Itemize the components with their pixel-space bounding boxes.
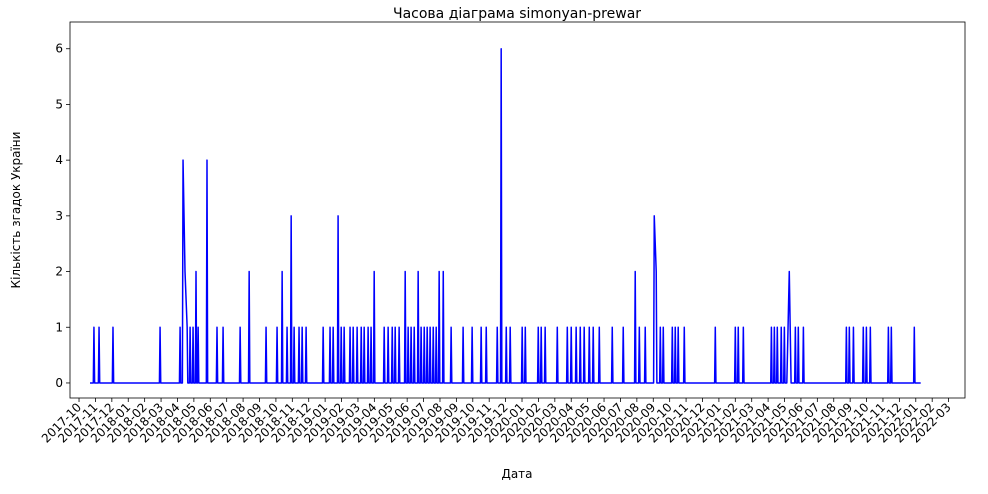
y-tick-label: 4 — [55, 153, 63, 167]
chart-title: Часова діаграма simonyan-prewar — [393, 6, 641, 22]
plot-frame — [69, 21, 966, 399]
y-tick-label: 3 — [55, 209, 63, 223]
y-tick-label: 5 — [55, 97, 63, 111]
data-line — [90, 47, 921, 384]
y-tick-label: 6 — [55, 42, 63, 56]
x-axis-label: Дата — [501, 467, 532, 481]
y-tick-label: 1 — [55, 320, 63, 334]
y-axis-label: Кількість згадок України — [9, 132, 23, 289]
y-tick-label: 0 — [55, 376, 63, 390]
y-tick-label: 2 — [55, 265, 63, 279]
